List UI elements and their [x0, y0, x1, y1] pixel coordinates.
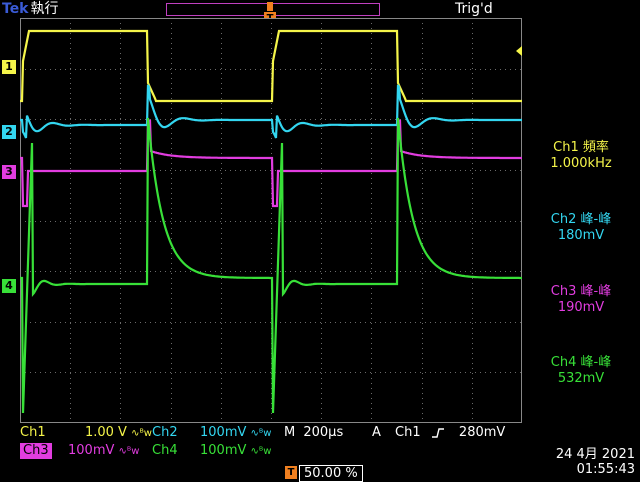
measurement-label: Ch2 峰-峰	[550, 212, 612, 227]
time-display: 01:55:43	[576, 462, 635, 477]
measurement-value: 190mV	[557, 300, 605, 315]
ch2-scale[interactable]: Ch2	[152, 425, 178, 441]
ch3-waveform	[20, 118, 522, 208]
run-state: 執行	[30, 1, 59, 17]
ch2-scale-label: Ch2	[152, 425, 178, 440]
measurement-ch1: Ch1 頻率 1.000kHz	[522, 140, 640, 172]
ch3-scale[interactable]: Ch3	[20, 443, 52, 459]
graticule	[20, 18, 522, 423]
measurement-value: 180mV	[557, 228, 605, 243]
ch3-scale-value-box: 100mV ∿ᴮw	[68, 443, 139, 460]
tek-logo: Tek	[2, 1, 29, 17]
waveform-display[interactable]	[20, 18, 522, 423]
ch4-scale-value: 100mV	[200, 443, 247, 458]
trigger-status: Trig'd	[455, 1, 493, 17]
ch1-marker[interactable]: 1	[2, 60, 16, 74]
measurement-ch4: Ch4 峰-峰 532mV	[522, 355, 640, 387]
measurement-label: Ch4 峰-峰	[550, 355, 612, 370]
date-display: 24 4月 2021	[555, 447, 635, 462]
measurement-ch2: Ch2 峰-峰 180mV	[522, 212, 640, 244]
ch4-scale[interactable]: Ch4	[152, 443, 178, 459]
timebase-value: 200µs	[303, 425, 344, 440]
ch1-scale-label: Ch1	[20, 425, 46, 440]
ch1-scale-value: 1.00 V	[84, 425, 127, 440]
ch4-scale-value-box: 100mV ∿ᴮw	[200, 443, 271, 460]
ch4-waveform	[20, 117, 522, 414]
bandwidth-icon: ∿ᴮw	[131, 428, 152, 439]
trigger-position-value: 50.00 %	[299, 465, 363, 482]
measurement-value: 532mV	[557, 371, 605, 386]
ch2-marker[interactable]: 2	[2, 125, 16, 139]
ch4-scale-label: Ch4	[152, 443, 178, 458]
bandwidth-icon: ∿ᴮw	[250, 428, 272, 439]
trigger-position-readout[interactable]: T 50.00 %	[285, 462, 363, 482]
timebase[interactable]: M 200µs	[284, 425, 343, 441]
ch1-waveform	[20, 29, 522, 103]
trigger-readout[interactable]: A Ch1 280mV	[372, 425, 505, 441]
ch3-scale-label: Ch3	[23, 443, 49, 458]
ch2-scale-value: 100mV	[200, 425, 247, 440]
ch3-scale-value: 100mV	[68, 443, 115, 458]
ch2-waveform	[20, 84, 522, 139]
trigger-position-badge: T	[285, 466, 297, 479]
bandwidth-icon: ∿ᴮw	[118, 446, 140, 457]
ch2-scale-value-box: 100mV ∿ᴮw	[200, 425, 271, 442]
measurement-ch3: Ch3 峰-峰 190mV	[522, 284, 640, 316]
brand-status: Tek 執行	[2, 0, 59, 18]
ch4-marker[interactable]: 4	[2, 279, 16, 293]
timebase-label: M	[284, 425, 296, 440]
ch1-scale[interactable]: Ch1	[20, 425, 46, 441]
trigger-level-arrow-icon	[516, 46, 522, 56]
trigger-mode: A	[372, 425, 381, 440]
trigger-level: 280mV	[458, 425, 506, 440]
bandwidth-icon: ∿ᴮw	[250, 446, 272, 457]
measurement-label: Ch3 峰-峰	[550, 284, 612, 299]
measurement-label: Ch1 頻率	[553, 140, 609, 155]
measurement-value: 1.000kHz	[550, 156, 612, 171]
ch3-marker[interactable]: 3	[2, 165, 16, 179]
ch1-scale-value-box: 1.00 V ∿ᴮw	[70, 425, 152, 442]
trigger-source: Ch1	[395, 425, 421, 440]
rising-edge-icon	[431, 427, 444, 438]
